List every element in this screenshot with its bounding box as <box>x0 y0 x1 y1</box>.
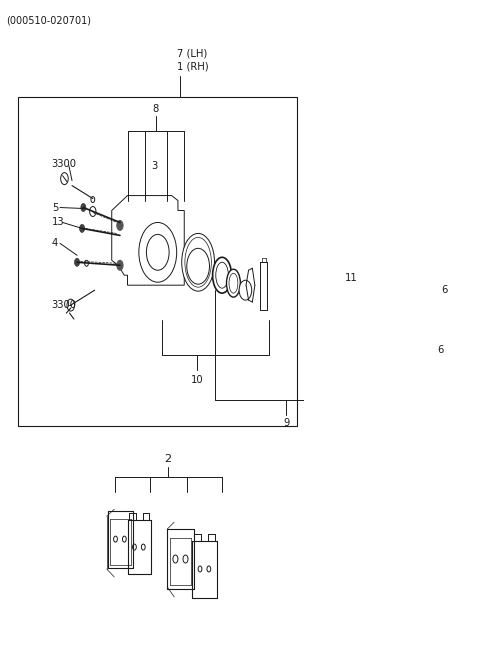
Circle shape <box>387 310 394 320</box>
Circle shape <box>67 299 74 311</box>
Circle shape <box>198 566 202 572</box>
Text: 9: 9 <box>283 418 289 428</box>
Circle shape <box>434 286 439 294</box>
Text: (000510-020701): (000510-020701) <box>6 15 91 26</box>
Circle shape <box>117 220 123 230</box>
Circle shape <box>399 310 405 320</box>
Text: 6: 6 <box>441 285 447 295</box>
Text: 3300: 3300 <box>51 300 76 310</box>
Circle shape <box>387 340 394 350</box>
Circle shape <box>90 207 96 216</box>
Text: 3: 3 <box>151 161 157 171</box>
Text: 10: 10 <box>191 375 203 385</box>
Circle shape <box>187 249 209 284</box>
Bar <box>18 97 297 426</box>
Text: 11: 11 <box>345 273 357 283</box>
Circle shape <box>80 224 84 232</box>
Ellipse shape <box>216 262 228 288</box>
Text: 6: 6 <box>437 345 444 355</box>
Circle shape <box>146 234 169 270</box>
Circle shape <box>81 203 86 211</box>
Circle shape <box>239 280 252 300</box>
Text: 4: 4 <box>52 238 58 249</box>
Ellipse shape <box>185 237 211 287</box>
Circle shape <box>183 555 188 563</box>
Circle shape <box>132 544 136 550</box>
Text: 8: 8 <box>153 104 159 114</box>
Text: 5: 5 <box>52 203 58 213</box>
Text: 13: 13 <box>52 217 64 228</box>
Circle shape <box>60 173 68 184</box>
Ellipse shape <box>227 269 240 297</box>
Ellipse shape <box>229 274 238 293</box>
Circle shape <box>91 197 95 203</box>
Circle shape <box>431 346 436 354</box>
Circle shape <box>117 260 123 270</box>
Ellipse shape <box>213 257 231 293</box>
Circle shape <box>173 555 178 563</box>
Circle shape <box>84 260 88 266</box>
Circle shape <box>399 340 405 350</box>
Text: 7 (LH): 7 (LH) <box>177 48 207 58</box>
Circle shape <box>74 258 80 266</box>
Circle shape <box>122 536 126 542</box>
Circle shape <box>114 536 118 542</box>
Circle shape <box>207 566 211 572</box>
Circle shape <box>142 544 145 550</box>
Text: 1 (RH): 1 (RH) <box>177 61 208 71</box>
Text: 3300: 3300 <box>51 159 76 169</box>
Text: 2: 2 <box>164 455 171 464</box>
Polygon shape <box>112 195 184 285</box>
Circle shape <box>139 222 177 282</box>
Ellipse shape <box>182 234 215 291</box>
